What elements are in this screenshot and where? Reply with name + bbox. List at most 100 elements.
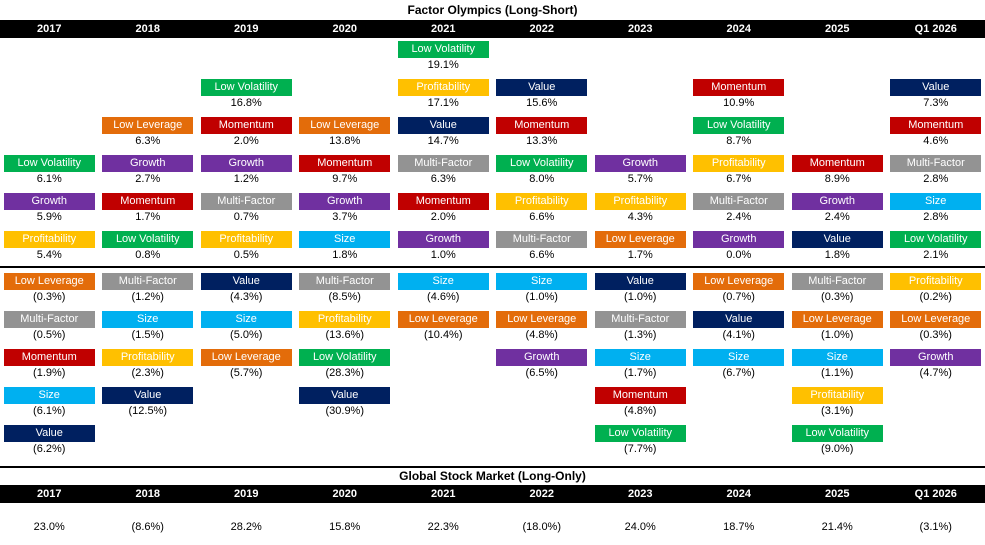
factor-badge: Profitability — [102, 349, 194, 366]
year-header-cell: 2023 — [628, 23, 653, 35]
factor-value: 8.7% — [726, 135, 752, 147]
factor-value: 6.1% — [36, 173, 62, 185]
factor-value: (12.5%) — [128, 405, 168, 417]
factor-value: 5.4% — [36, 249, 62, 261]
factor-entry: Multi-Factor 6.3% — [394, 152, 493, 190]
factor-value: 2.8% — [923, 173, 949, 185]
factor-badge: Size — [3, 387, 95, 404]
factor-entry: Low Leverage (0.3%) — [0, 270, 99, 308]
factor-value: (4.1%) — [722, 329, 755, 341]
factor-badge: Low Volatility — [3, 155, 95, 172]
factor-value: 8.0% — [529, 173, 555, 185]
factor-badge: Value — [791, 231, 883, 248]
factor-entry: Growth 5.9% — [0, 190, 99, 228]
factor-entry: Momentum 10.9% — [690, 76, 789, 114]
factor-badge: Size — [496, 273, 588, 290]
factor-value: (1.9%) — [33, 367, 66, 379]
factor-column-positive: Momentum 8.9% Growth 2.4% Value 1.8% — [788, 38, 887, 266]
factor-badge: Low Leverage — [102, 117, 194, 134]
factor-entry: Momentum (1.9%) — [0, 346, 99, 384]
factor-badge: Multi-Factor — [102, 273, 194, 290]
factor-entry: Profitability (2.3%) — [99, 346, 198, 384]
factor-entry: Profitability 4.3% — [591, 190, 690, 228]
factor-value: 3.7% — [332, 211, 358, 223]
factor-value: (4.7%) — [919, 367, 952, 379]
factor-column-negative: Low Leverage (0.7%) Value (4.1%) Size (6.7%) — [690, 268, 789, 460]
factor-badge: Low Leverage — [496, 311, 588, 328]
factor-entry: Size (5.0%) — [197, 308, 296, 346]
factor-entry: Growth 0.0% — [690, 228, 789, 266]
factor-value: 0.7% — [233, 211, 259, 223]
factor-entry: Value 7.3% — [887, 76, 985, 114]
factor-entry: Size 1.8% — [296, 228, 395, 266]
year-header-cell: 2018 — [135, 488, 160, 500]
factor-entry: Value (30.9%) — [296, 384, 395, 422]
year-header-cell: 2019 — [234, 488, 259, 500]
factor-badge: Value — [594, 273, 686, 290]
factor-badge: Growth — [3, 193, 95, 210]
year-header-cell: 2021 — [431, 23, 456, 35]
factor-entry: Value (6.2%) — [0, 422, 99, 460]
year-header-cell: 2017 — [37, 23, 62, 35]
factor-badge: Multi-Factor — [890, 155, 982, 172]
factor-badge: Multi-Factor — [3, 311, 95, 328]
year-header-bottom: 2017 2018 2019 2020 2021 2022 2023 2024 2025 Q1 2… — [0, 485, 985, 503]
market-values-row: 23.0% (8.6%) 28.2% 15.8% 22.3% (18.0%) 24.0% 18… — [0, 521, 985, 533]
factor-entry: Multi-Factor (1.3%) — [591, 308, 690, 346]
zero-line — [0, 266, 985, 268]
factor-value: (8.5%) — [328, 291, 361, 303]
factor-value: (4.3%) — [230, 291, 263, 303]
factor-value: 15.6% — [526, 97, 558, 109]
factor-badge: Low Volatility — [200, 79, 292, 96]
top-chart-title: Factor Olympics (Long-Short) — [407, 3, 578, 17]
factor-column-negative: Multi-Factor (8.5%) Profitability (13.6%) Lo… — [296, 268, 395, 460]
factor-value: 6.6% — [529, 211, 555, 223]
factor-value: (0.3%) — [919, 329, 952, 341]
factor-column-negative: Multi-Factor (1.2%) Size (1.5%) Profitabilit… — [99, 268, 198, 460]
factor-entry: Size (4.6%) — [394, 270, 493, 308]
year-header-cell: Q1 2026 — [914, 488, 957, 500]
factor-value: (1.7%) — [624, 367, 657, 379]
factor-badge: Profitability — [791, 387, 883, 404]
factor-badge: Value — [693, 311, 785, 328]
positive-grid: Low Volatility 6.1% Growth 5.9% Profitabilit… — [0, 38, 985, 266]
factor-column-negative: Profitability (0.2%) Low Leverage (0.3%) Gro… — [887, 268, 985, 460]
factor-value: 5.7% — [627, 173, 653, 185]
factor-value: (7.7%) — [624, 443, 657, 455]
factor-badge: Profitability — [3, 231, 95, 248]
factor-badge: Low Volatility — [594, 425, 686, 442]
factor-badge: Momentum — [397, 193, 489, 210]
factor-entry: Growth (4.7%) — [887, 346, 985, 384]
factor-badge: Low Leverage — [693, 273, 785, 290]
factor-entry: Momentum 4.6% — [887, 114, 985, 152]
factor-column-positive: Low Leverage 6.3% Growth 2.7% Momentum 1.7% Lo… — [99, 38, 198, 266]
factor-value: (10.4%) — [423, 329, 463, 341]
factor-value: 1.7% — [135, 211, 161, 223]
factor-entry: Multi-Factor 0.7% — [197, 190, 296, 228]
market-return-value: 21.4% — [821, 521, 853, 533]
factor-entry: Profitability (0.2%) — [887, 270, 985, 308]
factor-badge: Size — [299, 231, 391, 248]
factor-entry: Multi-Factor (8.5%) — [296, 270, 395, 308]
factor-entry: Value 1.8% — [788, 228, 887, 266]
factor-badge: Profitability — [890, 273, 982, 290]
factor-value: 5.9% — [36, 211, 62, 223]
factor-badge: Momentum — [3, 349, 95, 366]
year-header-cell: 2018 — [135, 23, 160, 35]
factor-entry: Multi-Factor 2.4% — [690, 190, 789, 228]
factor-value: 6.3% — [430, 173, 456, 185]
factor-badge: Growth — [890, 349, 982, 366]
section-divider — [0, 466, 985, 468]
factor-badge: Low Leverage — [3, 273, 95, 290]
factor-entry: Size 2.8% — [887, 190, 985, 228]
factor-entry: Profitability (3.1%) — [788, 384, 887, 422]
factor-value: 9.7% — [332, 173, 358, 185]
factor-value: (6.7%) — [722, 367, 755, 379]
factor-value: (30.9%) — [325, 405, 365, 417]
factor-entry: Growth 1.0% — [394, 228, 493, 266]
factor-badge: Momentum — [890, 117, 982, 134]
factor-value: 0.0% — [726, 249, 752, 261]
factor-entry: Profitability 5.4% — [0, 228, 99, 266]
factor-entry: Momentum 2.0% — [394, 190, 493, 228]
factor-value: (6.5%) — [525, 367, 558, 379]
